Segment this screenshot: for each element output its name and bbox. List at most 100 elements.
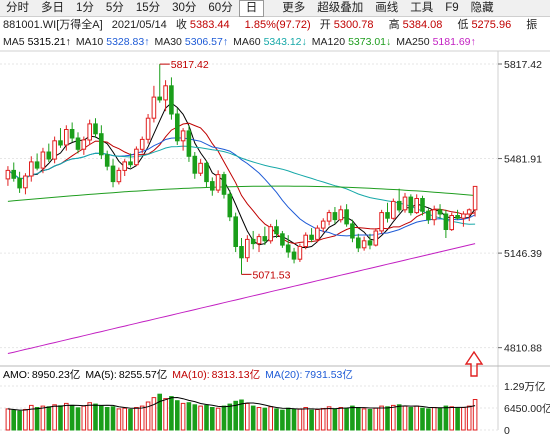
candle-body — [338, 209, 344, 221]
volume-bar — [309, 409, 314, 431]
candle-body — [431, 209, 437, 221]
candle-body — [46, 151, 52, 160]
volume-bar — [175, 400, 180, 431]
period-tab-3[interactable]: 5分 — [105, 1, 124, 14]
candle-body — [280, 233, 285, 246]
volume-bar — [227, 403, 233, 431]
candle-body — [385, 212, 390, 219]
high-label: 高 — [388, 19, 400, 31]
candle-body — [186, 130, 192, 157]
candle-body — [455, 215, 460, 219]
amo-label: MA(10): — [172, 369, 210, 381]
candle-body — [116, 169, 122, 183]
candle-body — [285, 244, 291, 253]
candle-body — [443, 213, 449, 230]
period-tab-9[interactable]: 超级叠加 — [317, 1, 364, 14]
ma-label: MA30 — [154, 36, 182, 48]
volume-bar — [344, 407, 349, 431]
volume-bar — [280, 409, 285, 431]
low-value: 5275.96 — [471, 19, 512, 31]
period-tab-0[interactable]: 分时 — [6, 1, 29, 14]
candle-body — [291, 251, 297, 260]
period-tab-6[interactable]: 60分 — [208, 1, 233, 14]
ma-legend-ma10: MA10 5328.83↑ — [76, 36, 150, 48]
amo-label: MA(5): — [85, 369, 117, 381]
candle-body — [256, 236, 262, 245]
volume-bar — [52, 404, 57, 431]
candle-body — [320, 220, 326, 229]
ma-value: 5181.69↑ — [432, 36, 476, 48]
volume-bar — [46, 406, 52, 431]
volume-bar — [116, 408, 122, 431]
security-code: 881001.WI[万得全A] — [3, 19, 103, 31]
candle-body — [350, 223, 355, 239]
ma-legend-ma120: MA120 5373.01↓ — [312, 36, 392, 48]
ma-label: MA10 — [75, 36, 104, 48]
close-label: 收 — [175, 19, 187, 31]
volume-bar — [361, 408, 367, 431]
candle-body — [134, 148, 139, 166]
candle-body — [466, 209, 472, 215]
period-tab-4[interactable]: 15分 — [135, 1, 161, 14]
candle-body — [81, 139, 87, 150]
open-value: 5300.78 — [333, 19, 374, 31]
period-tab-5[interactable]: 30分 — [172, 1, 197, 14]
volume-bar — [40, 405, 46, 431]
price-axis-label: 5481.91 — [504, 154, 542, 166]
ma-label: MA250 — [396, 36, 430, 48]
volume-bar — [268, 406, 273, 431]
period-tab-12[interactable]: F9 — [445, 1, 459, 14]
volume-bar — [5, 408, 11, 431]
candle-body — [379, 212, 384, 232]
candle-body — [239, 246, 244, 259]
close-value: 5383.44 — [189, 19, 230, 31]
candle-body — [402, 196, 408, 211]
volume-bar — [396, 404, 402, 431]
candle-body — [221, 174, 227, 195]
candle-body — [303, 234, 308, 247]
period-tab-2[interactable]: 1分 — [76, 1, 94, 14]
volume-bar — [221, 405, 227, 431]
volume-bar — [391, 404, 396, 431]
period-tab-13[interactable]: 隐藏 — [470, 1, 494, 14]
arrow-up-icon — [464, 350, 484, 377]
candle-body — [69, 129, 75, 139]
volume-bar — [461, 407, 466, 431]
candle-body — [356, 237, 361, 249]
volume-axis-label: 0 — [504, 425, 510, 435]
period-tab-7[interactable]: 日 — [238, 0, 265, 17]
candle-body — [180, 130, 186, 142]
candle-body — [268, 226, 273, 242]
candle-body — [75, 137, 81, 150]
candle-body — [426, 210, 431, 221]
period-tab-8[interactable]: 更多 — [282, 1, 306, 14]
price-axis-label: 5146.39 — [504, 248, 542, 260]
high-annotation: 5817.42 — [171, 59, 209, 71]
volume-bar — [274, 408, 279, 431]
volume-bar — [215, 407, 221, 431]
ma-legend-ma250: MA250 5181.69↑ — [396, 36, 476, 48]
candle-body — [23, 175, 28, 189]
volume-bar — [245, 402, 250, 431]
period-tab-11[interactable]: 工具 — [410, 1, 434, 14]
volume-bar — [414, 405, 419, 431]
candle-body — [175, 113, 180, 142]
ma120-line — [7, 185, 476, 202]
candle-body — [373, 230, 379, 246]
amo-label: MA(20): — [265, 369, 303, 381]
volume-bar — [23, 409, 28, 431]
candle-body — [332, 212, 338, 221]
ma-value: 5306.57↑ — [184, 36, 229, 48]
period-tab-1[interactable]: 多日 — [41, 1, 64, 14]
volume-bar — [449, 406, 454, 431]
volume-bar — [338, 407, 344, 431]
candle-body — [309, 234, 314, 240]
period-tab-10[interactable]: 画线 — [375, 1, 399, 14]
volume-bar — [472, 399, 478, 431]
amo-label: AMO: — [3, 369, 30, 381]
candle-body — [128, 161, 133, 166]
candle-body — [391, 200, 396, 219]
volume-bar — [250, 405, 256, 431]
candle-body — [122, 161, 128, 171]
